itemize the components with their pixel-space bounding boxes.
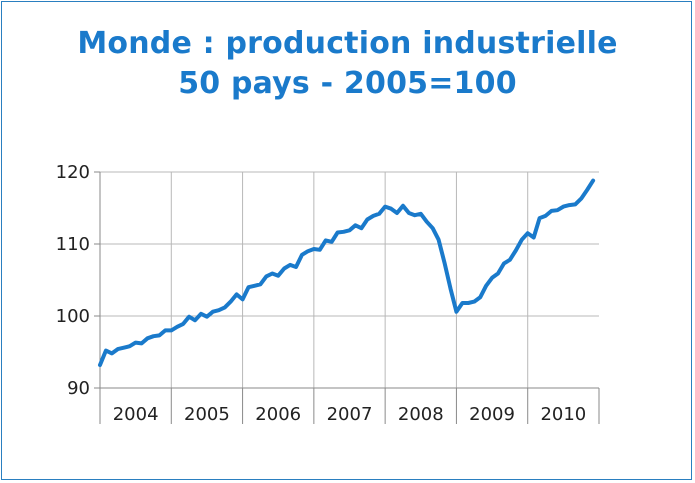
x-category-label: 2004 — [113, 404, 159, 425]
x-category-label: 2007 — [327, 404, 373, 425]
y-tick-label: 120 — [56, 162, 90, 183]
x-category-label: 2006 — [255, 404, 301, 425]
series-line — [98, 178, 596, 367]
x-category-label: 2010 — [540, 404, 586, 425]
y-tick-label: 110 — [56, 234, 90, 255]
x-category-label: 2009 — [469, 404, 515, 425]
grid-layer — [100, 171, 599, 388]
y-tick-label: 90 — [67, 378, 90, 399]
x-category-label: 2008 — [398, 404, 444, 425]
chart-title-line-1: Monde : production industrielle — [77, 26, 618, 61]
axes-layer — [94, 171, 600, 424]
chart-title-line-2: 50 pays - 2005=100 — [178, 66, 517, 101]
y-tick-label: 100 — [56, 306, 90, 327]
series-layer — [98, 178, 596, 367]
x-category-label: 2005 — [184, 404, 230, 425]
labels-layer: 90 100 110 120 2004 2005 2006 2007 2008 2009 2010 — [56, 162, 587, 425]
